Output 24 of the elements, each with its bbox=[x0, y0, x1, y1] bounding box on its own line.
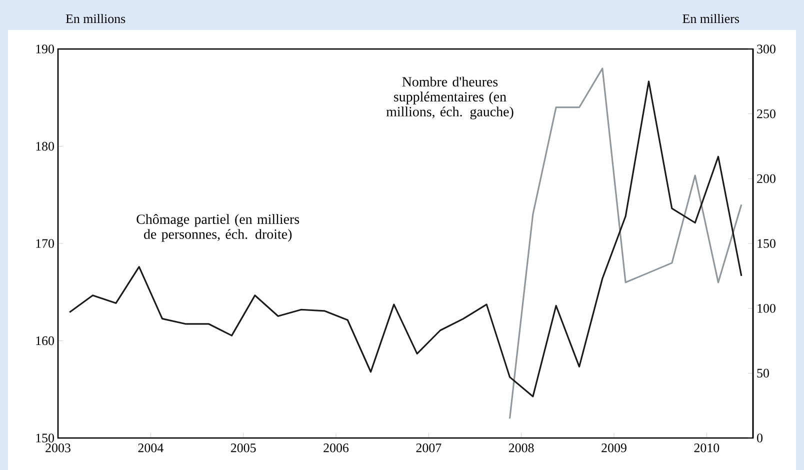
y2-axis-title: En milliers bbox=[682, 14, 740, 24]
x-tick-label: 2007 bbox=[416, 444, 442, 452]
y-tick-label: 150 bbox=[36, 434, 54, 442]
x-tick-label: 2005 bbox=[230, 444, 256, 452]
y-tick-label: 180 bbox=[36, 142, 54, 151]
y-axis-title: En millions bbox=[66, 14, 126, 24]
y2-tick-label: 150 bbox=[758, 239, 776, 248]
y2-tick-label: 100 bbox=[758, 304, 776, 313]
y2-tick-label: 300 bbox=[757, 44, 776, 54]
y-tick-label: 170 bbox=[36, 239, 54, 248]
text: Nombre d'heures supplémentaires (en millions, éch. gauche) bbox=[386, 76, 514, 120]
y-tick-label: 190 bbox=[36, 44, 54, 54]
x-tick-label: 2003 bbox=[46, 444, 70, 452]
x-tick-label: 2006 bbox=[324, 444, 349, 452]
y2-tick-label: 200 bbox=[757, 174, 776, 184]
y2-tick-label: 0 bbox=[757, 434, 763, 442]
series-label: Chômage partiel (en milliers de personnes, éch. droite) bbox=[136, 214, 300, 242]
y-tick-label: 160 bbox=[36, 336, 54, 346]
x-tick-label: 2009 bbox=[602, 444, 626, 452]
y2-tick-label: 250 bbox=[757, 109, 776, 118]
x-tick-label: 2004 bbox=[138, 444, 164, 452]
y2-tick-label: 50 bbox=[757, 368, 769, 378]
x-tick-label: 2008 bbox=[508, 444, 534, 452]
x-tick-label: 2010 bbox=[694, 444, 720, 452]
